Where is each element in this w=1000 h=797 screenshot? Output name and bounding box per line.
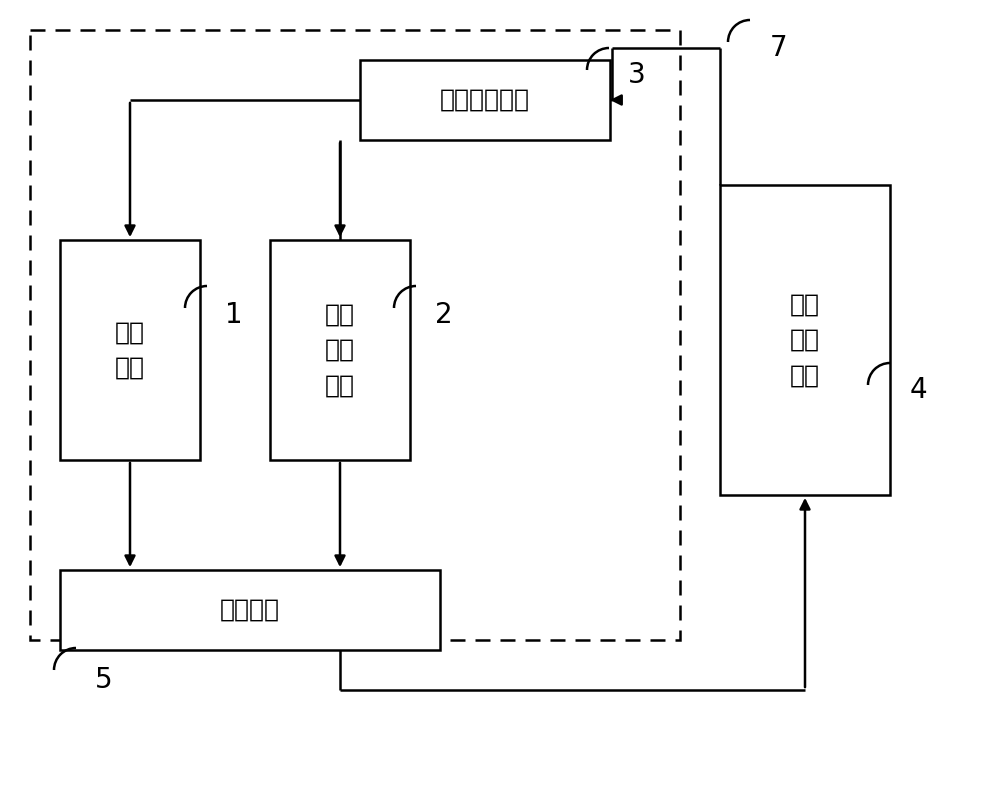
Bar	[270, 240, 410, 460]
Bar	[60, 240, 200, 460]
Text: 4: 4	[910, 376, 928, 404]
Text: 3: 3	[628, 61, 646, 89]
Bar	[30, 30, 680, 640]
Bar	[360, 60, 610, 140]
Text: 旁路
分流
模块: 旁路 分流 模块	[325, 303, 355, 398]
Text: 功率
供电
电源: 功率 供电 电源	[790, 292, 820, 387]
Text: 1: 1	[225, 301, 243, 329]
Bar	[720, 185, 890, 495]
Text: 5: 5	[95, 666, 113, 694]
Text: 2: 2	[435, 301, 453, 329]
Text: 负载模块: 负载模块	[220, 598, 280, 622]
Text: 电流校正模块: 电流校正模块	[440, 88, 530, 112]
Text: 检测
模块: 检测 模块	[115, 320, 145, 379]
Bar	[60, 570, 440, 650]
Text: 7: 7	[770, 34, 788, 62]
